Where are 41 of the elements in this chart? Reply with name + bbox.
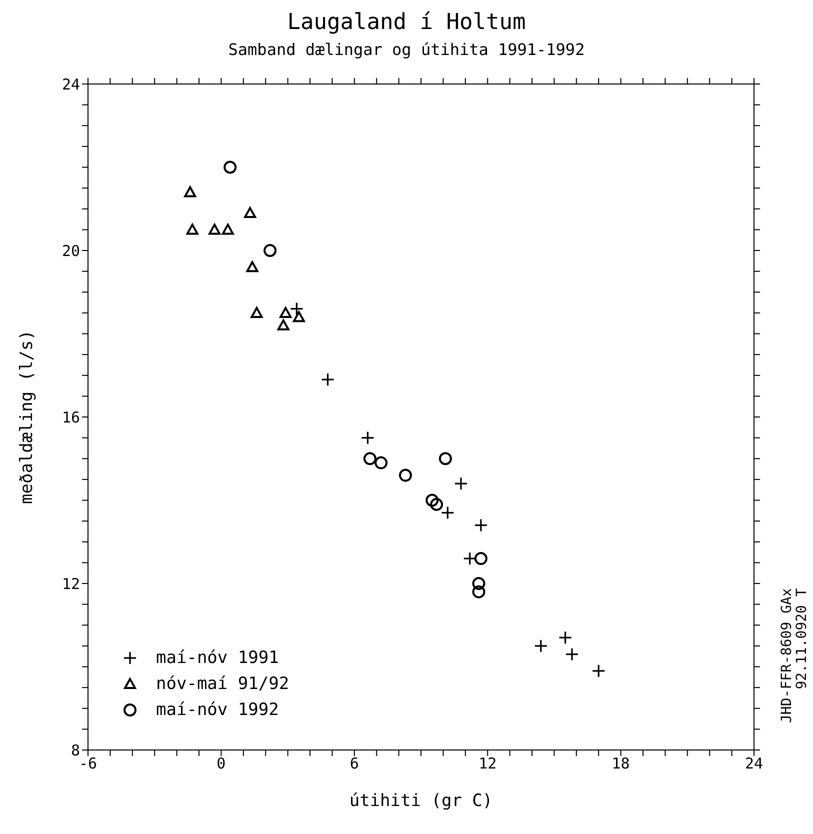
point — [244, 207, 256, 218]
point — [186, 224, 198, 235]
x-tick-label: 24 — [744, 754, 764, 773]
point — [398, 468, 412, 482]
chart-subtitle: Samband dælingar og útihita 1991-1992 — [227, 40, 586, 59]
y-tick-label: 12 — [62, 574, 80, 593]
point — [430, 498, 444, 511]
point — [280, 306, 292, 318]
point — [472, 585, 486, 598]
x-tick-label: -6 — [78, 754, 98, 773]
point — [374, 456, 388, 470]
chart-title: Laugaland í Holtum — [286, 10, 527, 35]
legend-label: maí-nóv 1991 — [156, 648, 279, 668]
legend-label: maí-nóv 1992 — [156, 700, 279, 720]
x-tick-label: 12 — [478, 754, 497, 773]
point — [292, 311, 305, 322]
point — [438, 452, 452, 466]
y-tick-label: 24 — [62, 75, 80, 94]
point — [250, 306, 263, 318]
point — [184, 186, 196, 198]
y-tick-label: 20 — [62, 242, 80, 260]
point — [208, 224, 221, 235]
point — [222, 224, 234, 235]
point — [474, 552, 488, 566]
point — [472, 577, 486, 590]
x-tick-label: 6 — [350, 754, 359, 773]
point — [277, 319, 290, 330]
y-axis-title: meðaldæling (l/s) — [17, 330, 38, 504]
point — [363, 452, 376, 466]
x-tick-label: 0 — [216, 754, 226, 773]
text: JHD-FFR-8609 GAx — [779, 588, 795, 723]
point — [264, 244, 277, 257]
point — [246, 261, 258, 272]
x-tick-label: 18 — [612, 754, 630, 773]
text: 92.11.0920 T — [794, 588, 810, 692]
point — [426, 494, 439, 507]
point — [224, 160, 237, 174]
x-axis-title: útihiti (gr C) — [349, 791, 493, 811]
y-tick-label: 16 — [62, 408, 80, 426]
legend-label: nóv-maí 91/92 — [156, 674, 290, 694]
y-tick-label: 8 — [70, 741, 80, 760]
